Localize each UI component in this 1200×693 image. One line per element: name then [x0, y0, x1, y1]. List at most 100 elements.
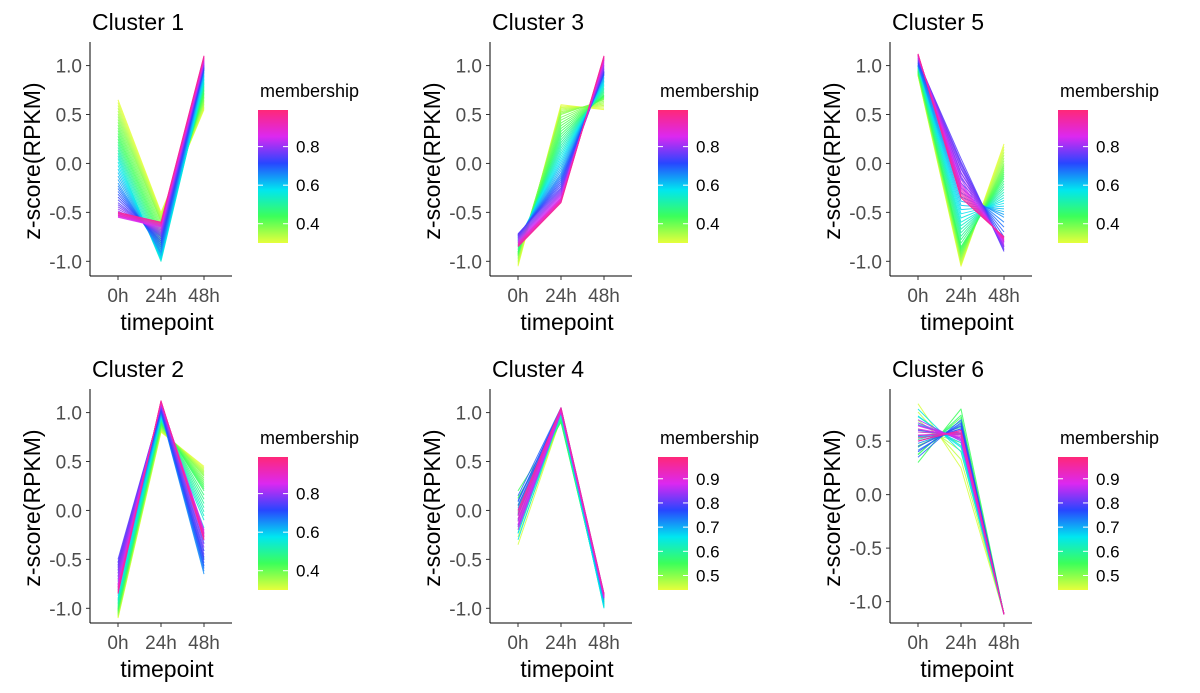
chart-svg: Cluster 2 z-score(RPKM) timepoint 1.0 0.5 0.0… — [19, 356, 359, 682]
trajectory-line — [517, 412, 605, 609]
trajectory-group — [117, 55, 205, 262]
legend-tick-label: 0.5 — [696, 566, 720, 585]
trajectory-line — [917, 429, 1005, 615]
x-axis-label: timepoint — [920, 309, 1014, 335]
trajectory-line — [517, 417, 605, 600]
legend-tick-label: 0.6 — [696, 176, 720, 195]
chart-panel-6: Cluster 6 z-score(RPKM) timepoint 0.5 0.0 -0.… — [800, 347, 1200, 693]
legend-colorbar — [258, 457, 288, 590]
chart-title: Cluster 5 — [892, 9, 984, 35]
legend-tick-label: 0.8 — [1096, 494, 1120, 513]
chart-svg: Cluster 1 z-score(RPKM) timepoint 1.0 0.5 0.0… — [19, 9, 359, 335]
legend-tick-label: 0.4 — [696, 215, 720, 234]
trajectory-line — [117, 55, 205, 223]
legend-tick-label: 0.7 — [696, 518, 720, 537]
legend-tick-label: 0.5 — [1096, 566, 1120, 585]
trajectory-line — [517, 413, 605, 608]
legend-colorbar — [1058, 457, 1088, 590]
chart-svg: Cluster 4 z-score(RPKM) timepoint 1.0 0.5 0.0… — [419, 356, 759, 682]
y-tick-label: -1.0 — [849, 252, 882, 273]
y-tick-label: -1.0 — [849, 593, 882, 614]
trajectory-line — [517, 419, 605, 601]
legend-title: membership — [660, 428, 759, 448]
trajectory-line — [917, 425, 1005, 615]
legend-tick-label: 0.6 — [1096, 542, 1120, 561]
legend-tick-label: 0.8 — [696, 494, 720, 513]
x-tick-label: 0h — [507, 633, 528, 654]
trajectory-line — [517, 71, 605, 235]
y-tick-label: 0.5 — [456, 453, 482, 474]
legend-tick-label: 0.6 — [696, 542, 720, 561]
legend-colorbar — [658, 457, 688, 590]
x-tick-label: 0h — [107, 286, 128, 307]
trajectory-line — [117, 400, 205, 594]
trajectory-group — [517, 55, 605, 267]
trajectory-line — [517, 421, 605, 603]
trajectory-line — [517, 409, 605, 601]
x-tick-label: 48h — [188, 286, 220, 307]
trajectory-group — [917, 403, 1005, 615]
y-axis-label: z-score(RPKM) — [819, 82, 845, 239]
x-tick-label: 0h — [907, 633, 928, 654]
legend-tick-label: 0.6 — [296, 176, 320, 195]
trajectory-line — [517, 411, 605, 598]
chart-title: Cluster 3 — [492, 9, 584, 35]
x-axis-label: timepoint — [520, 309, 614, 335]
x-tick-label: 24h — [945, 286, 977, 307]
trajectory-line — [917, 428, 1005, 615]
y-tick-label: 0.0 — [56, 154, 82, 175]
y-axis-label: z-score(RPKM) — [19, 82, 45, 239]
legend-tick-label: 0.4 — [1096, 215, 1120, 234]
legend-colorbar — [258, 110, 288, 243]
trajectory-line — [917, 428, 1005, 615]
trajectory-line — [517, 55, 605, 247]
x-axis-label: timepoint — [920, 656, 1014, 682]
trajectory-line — [517, 410, 605, 597]
trajectory-line — [517, 419, 605, 602]
y-tick-label: -0.5 — [449, 203, 482, 224]
x-axis-label: timepoint — [520, 656, 614, 682]
y-tick-label: 0.0 — [856, 486, 882, 507]
trajectory-line — [917, 425, 1005, 615]
legend-title: membership — [260, 81, 359, 101]
chart-panel-2: Cluster 3 z-score(RPKM) timepoint 1.0 0.5 0.0… — [400, 0, 800, 346]
legend-colorbar — [658, 110, 688, 243]
chart-svg: Cluster 6 z-score(RPKM) timepoint 0.5 0.0 -0.… — [819, 356, 1159, 682]
y-axis-label: z-score(RPKM) — [819, 429, 845, 586]
y-tick-label: 1.0 — [56, 404, 82, 425]
legend-tick-label: 0.9 — [1096, 470, 1120, 489]
chart-panel-3: Cluster 5 z-score(RPKM) timepoint 1.0 0.5 0.0… — [800, 0, 1200, 346]
trajectory-line — [517, 408, 605, 598]
trajectory-line — [517, 407, 605, 594]
chart-svg: Cluster 5 z-score(RPKM) timepoint 1.0 0.5 0.0… — [819, 9, 1159, 335]
y-tick-label: -0.5 — [49, 203, 82, 224]
trajectory-line — [517, 410, 605, 598]
trajectory-line — [917, 54, 1005, 240]
trajectory-line — [917, 428, 1005, 615]
trajectory-line — [517, 417, 605, 599]
trajectory-line — [917, 425, 1005, 615]
legend-tick-label: 0.8 — [696, 138, 720, 157]
x-tick-label: 24h — [145, 286, 177, 307]
y-tick-label: -1.0 — [49, 599, 82, 620]
legend-tick-label: 0.9 — [696, 470, 720, 489]
trajectory-line — [917, 426, 1005, 615]
trajectory-line — [917, 420, 1005, 615]
y-tick-label: 0.5 — [856, 432, 882, 453]
trajectory-line — [517, 420, 605, 603]
y-tick-label: 0.0 — [56, 501, 82, 522]
legend-tick-label: 0.8 — [296, 138, 320, 157]
y-tick-label: 1.0 — [456, 404, 482, 425]
y-tick-label: 0.5 — [56, 453, 82, 474]
x-tick-label: 0h — [107, 633, 128, 654]
trajectory-group — [117, 400, 205, 619]
y-tick-label: -0.5 — [849, 539, 882, 560]
chart-title: Cluster 6 — [892, 356, 984, 382]
x-tick-label: 48h — [588, 286, 620, 307]
legend-colorbar — [1058, 110, 1088, 243]
trajectory-line — [517, 70, 605, 235]
x-tick-label: 0h — [507, 286, 528, 307]
legend-title: membership — [660, 81, 759, 101]
legend-title: membership — [1060, 81, 1159, 101]
chart-panel-1: Cluster 1 z-score(RPKM) timepoint 1.0 0.5 0.0… — [0, 0, 400, 346]
